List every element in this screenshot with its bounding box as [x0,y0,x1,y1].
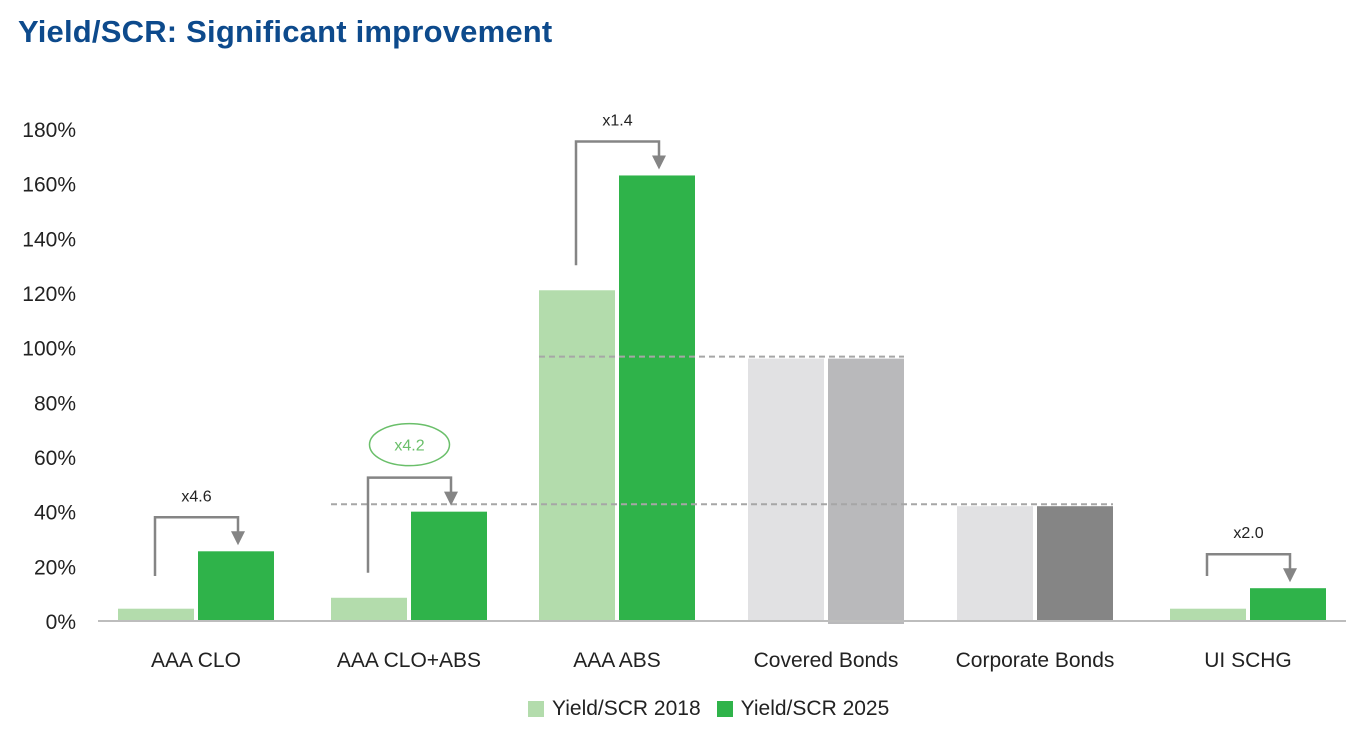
legend: Yield/SCR 2018 Yield/SCR 2025 [528,697,905,721]
bar-covered-bonds-2018 [748,358,824,621]
multiplier-label: x2.0 [1233,525,1263,542]
x-category-label: AAA CLO+ABS [337,649,481,672]
bar-aaa-clo-2018 [118,608,194,621]
y-tick-label: 60% [34,447,76,470]
legend-item-2018: Yield/SCR 2018 [528,697,701,721]
multiplier-arrow-x1-4: x1.4 [574,112,666,266]
y-axis: 0% 20% 40% 60% 80% 100% 120% 140% 160% 180% [22,119,76,634]
y-tick-label: 40% [34,502,76,525]
legend-label-2018: Yield/SCR 2018 [552,697,701,720]
multiplier-label: x4.2 [394,438,424,455]
reference-lines [331,355,1113,506]
bar-aaa-abs-2018 [539,290,615,621]
y-tick-label: 180% [22,119,76,142]
x-category-label: AAA ABS [573,649,661,672]
multiplier-arrow-x4-6: x4.6 [153,488,245,576]
x-category-label: Covered Bonds [754,649,899,672]
x-axis-labels: AAA CLO AAA CLO+ABS AAA ABS Covered Bonds Co… [151,649,1292,672]
x-category-label: UI SCHG [1204,649,1292,672]
arrow-head [444,491,458,506]
y-tick-label: 20% [34,556,76,579]
y-tick-label: 160% [22,174,76,197]
x-category-label: Corporate Bonds [956,649,1115,672]
bar-ui-schg-2025 [1250,588,1326,621]
arrow-line [574,140,661,266]
arrow-line [366,476,453,573]
bar-covered-bonds-2025 [828,358,904,624]
y-tick-label: 80% [34,392,76,415]
bar-ui-schg-2018 [1170,608,1246,621]
arrow-head [652,155,666,170]
multiplier-arrow-x2-0: x2.0 [1205,525,1297,583]
y-tick-label: 0% [46,611,76,634]
y-tick-label: 120% [22,283,76,306]
arrow-head [231,531,245,546]
bars [118,175,1326,624]
y-tick-label: 100% [22,338,76,361]
multiplier-annotations: x4.6 x4.2 x1.4 x2.0 [153,112,1297,583]
bar-aaa-abs-2025 [619,175,695,621]
x-category-label: AAA CLO [151,649,241,672]
multiplier-circle [368,422,451,467]
legend-label-2025: Yield/SCR 2025 [740,697,890,720]
bar-aaa-clo-abs-2018 [331,597,407,621]
bar-aaa-clo-2025 [198,551,274,621]
arrow-head [1283,568,1297,583]
multiplier-label: x4.6 [181,488,211,505]
legend-item-2025: Yield/SCR 2025 [716,697,890,721]
bar-corporate-bonds-2025 [1037,506,1113,621]
multiplier-label: x1.4 [602,112,632,129]
multiplier-arrow-x4-2: x4.2 [366,422,458,573]
chart-title: Yield/SCR: Significant improvement [18,14,553,49]
bar-corporate-bonds-2018 [957,506,1033,621]
arrow-line [1205,552,1292,576]
legend-swatch-2025 [716,701,733,717]
arrow-line [153,516,240,576]
y-tick-label: 140% [22,228,76,251]
legend-swatch-2018 [528,701,544,717]
bar-aaa-clo-abs-2025 [411,511,487,621]
